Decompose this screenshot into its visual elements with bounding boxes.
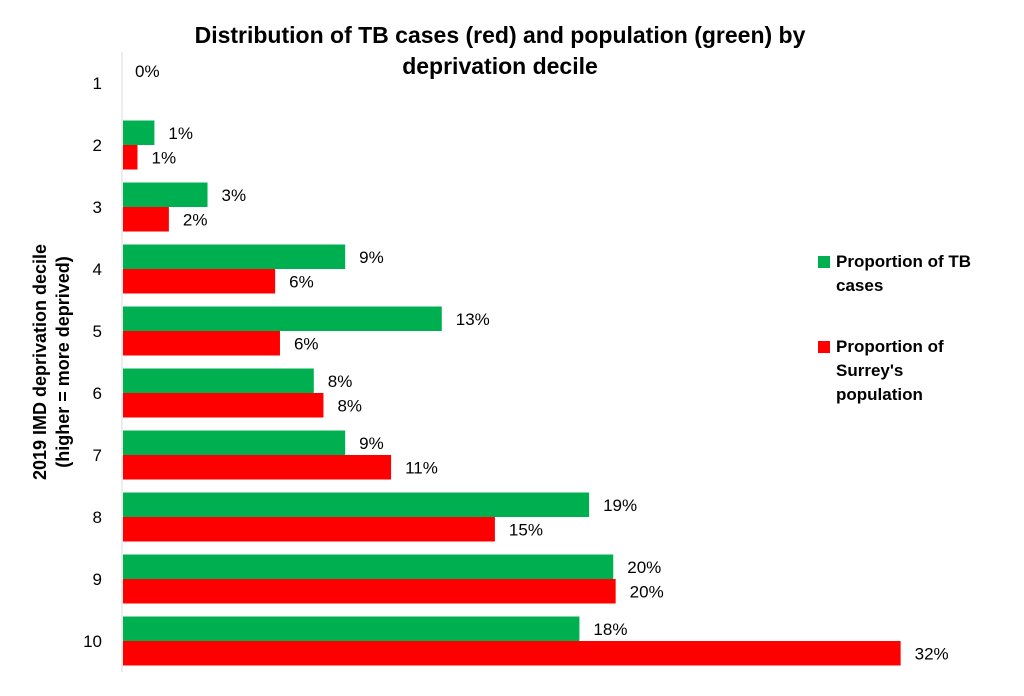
data-label: 8%: [337, 396, 362, 415]
y-tick-label: 1: [93, 74, 102, 93]
y-tick-label: 7: [93, 446, 102, 465]
legend-label-population: Proportion of Surrey's population: [836, 337, 944, 404]
bar-population: [123, 455, 392, 480]
bar-population: [123, 641, 901, 666]
bar-tb-cases: [123, 430, 346, 455]
data-label: 20%: [630, 582, 664, 601]
data-label: 1%: [151, 148, 176, 167]
y-axis-label-line2: (higher = more deprived): [53, 256, 73, 468]
bar-tb-cases: [123, 120, 155, 145]
data-label: 11%: [405, 458, 438, 477]
data-label: 3%: [222, 186, 247, 205]
data-label: 20%: [627, 558, 661, 577]
data-label: 6%: [289, 272, 314, 291]
bar-tb-cases: [123, 616, 580, 641]
y-tick-label: 3: [93, 198, 102, 217]
legend-swatch-tb-cases: [818, 256, 830, 268]
y-tick-label: 5: [93, 322, 102, 341]
bar-population: [123, 145, 138, 170]
bar-population: [123, 269, 276, 294]
bar-tb-cases: [123, 182, 208, 207]
bar-tb-cases: [123, 368, 314, 393]
data-label: 8%: [328, 372, 353, 391]
y-tick-label: 2: [93, 136, 102, 155]
legend-label-tb-cases: Proportion of TB cases: [836, 252, 972, 295]
y-tick-label: 9: [93, 570, 102, 589]
y-tick-label: 4: [93, 260, 102, 279]
chart-legend: Proportion of TB cases Proportion of Sur…: [818, 250, 1008, 444]
data-label: 0%: [135, 62, 160, 81]
bar-population: [123, 579, 616, 604]
bar-population: [123, 517, 495, 542]
bar-tb-cases: [123, 492, 590, 517]
bar-tb-cases: [123, 244, 346, 269]
bar-population: [123, 207, 169, 232]
bar-population: [123, 393, 324, 418]
data-label: 9%: [359, 434, 384, 453]
data-label: 13%: [456, 310, 490, 329]
data-label: 32%: [915, 644, 949, 663]
data-label: 15%: [509, 520, 543, 539]
y-tick-label: 10: [83, 632, 102, 651]
data-label: 2%: [183, 210, 208, 229]
y-tick-label: 8: [93, 508, 102, 527]
bar-tb-cases: [123, 306, 442, 331]
y-tick-label: 6: [93, 384, 102, 403]
data-label: 9%: [359, 248, 384, 267]
data-label: 6%: [294, 334, 319, 353]
data-label: 18%: [593, 620, 627, 639]
bar-tb-cases: [123, 554, 614, 579]
legend-item-population: Proportion of Surrey's population: [818, 335, 1008, 407]
legend-swatch-population: [818, 341, 830, 353]
data-label: 1%: [168, 124, 193, 143]
data-label: 19%: [603, 496, 637, 515]
legend-item-tb-cases: Proportion of TB cases: [818, 250, 1008, 298]
y-axis-label-line1: 2019 IMD deprivation decile: [30, 244, 50, 480]
bar-population: [123, 331, 280, 356]
chart-title: Distribution of TB cases (red) and popul…: [194, 22, 806, 79]
